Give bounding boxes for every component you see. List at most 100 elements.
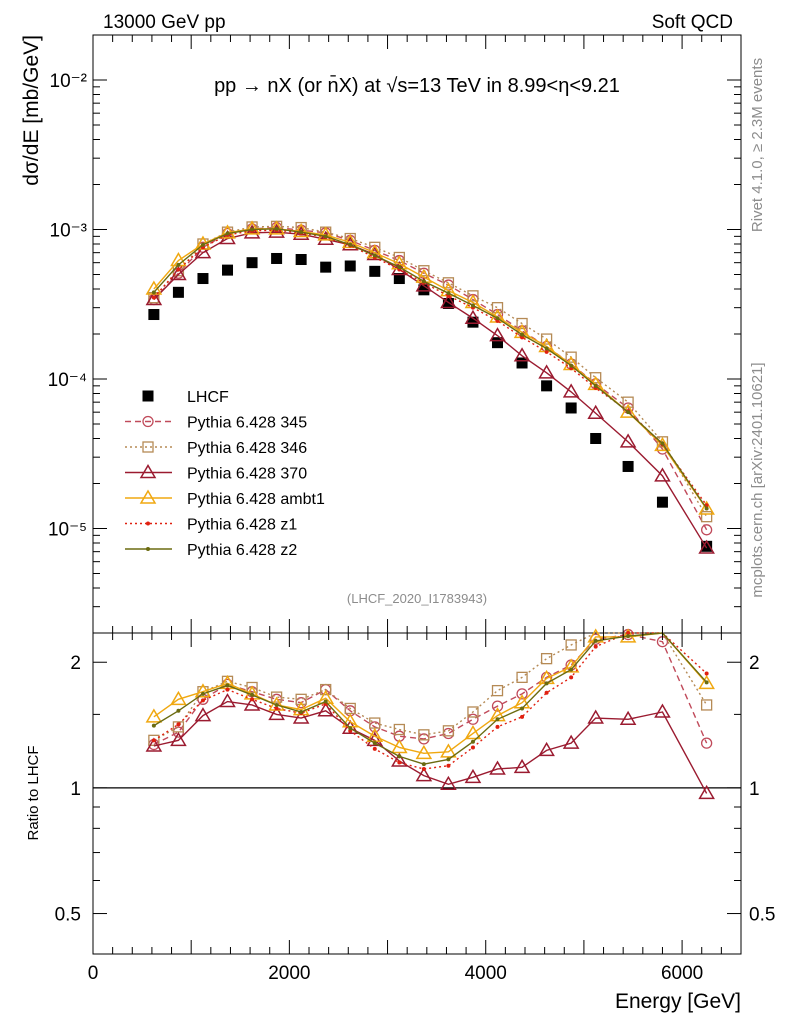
main-ytick-label: 10⁻⁴ [48, 370, 87, 391]
legend-label: Pythia 6.428 ambt1 [187, 491, 325, 508]
legend-item: Pythia 6.428 z2 [125, 542, 297, 559]
ratio-point [700, 699, 713, 711]
ratio-point [593, 644, 598, 649]
data-point [320, 261, 332, 273]
ratio-point [397, 760, 402, 765]
legend-marker [146, 521, 150, 526]
data-point [393, 273, 405, 285]
ratio-point [538, 741, 555, 757]
ratio-point [317, 702, 334, 717]
ratio-point [467, 706, 479, 718]
ratio-point [176, 708, 181, 713]
ratio-point [372, 741, 377, 746]
ratio-point [274, 702, 279, 707]
data-point [491, 302, 504, 314]
legend-item: Pythia 6.428 370 [125, 464, 307, 483]
data-point [492, 337, 504, 349]
main-series-group [145, 220, 715, 554]
ratio-point [470, 745, 475, 750]
ratio-point [464, 724, 482, 740]
ratio-point [700, 737, 713, 749]
ratio-point [593, 638, 598, 643]
ratio-line [153, 632, 708, 770]
ratio-point [151, 723, 156, 728]
data-point [243, 224, 261, 239]
data-point [593, 383, 598, 388]
data-point [145, 291, 163, 306]
data-point [698, 539, 715, 554]
legend-label: Pythia 6.428 346 [187, 440, 307, 457]
ratio-point [292, 709, 310, 724]
ratio-line [153, 632, 708, 765]
legend: LHCF Pythia 6.428 345 Pythia 6.428 346 Pyth… [125, 389, 325, 559]
chart-title: pp → nX (or n̄X) at √s=13 TeV in 8.99<η<… [214, 74, 620, 97]
ratio-point [619, 710, 637, 726]
legend-marker [142, 441, 154, 453]
data-point [222, 264, 234, 276]
series-pythia-6-428-345 [148, 221, 713, 536]
ratio-point [565, 639, 577, 651]
ratio-point [270, 691, 283, 703]
data-point [495, 316, 500, 321]
ratio-point [151, 738, 156, 743]
ratio-point [176, 722, 181, 727]
ratio-series-pythia-6-428-370 [145, 693, 715, 800]
legend-item: Pythia 6.428 346 [125, 440, 307, 457]
ratio-point [470, 739, 475, 744]
data-point [151, 290, 156, 295]
ratio-point [587, 709, 604, 724]
ratio-line [153, 632, 708, 741]
ratio-point [299, 709, 304, 714]
ratio-series-pythia-6-428-ambt1 [145, 628, 715, 760]
ratio-point [446, 757, 451, 762]
ratio-point [391, 738, 408, 754]
ratio-line [153, 700, 708, 794]
ratio-y-axis-label: Ratio to LHCF [25, 745, 42, 840]
data-point [619, 403, 637, 418]
ratio-point [421, 766, 426, 771]
ratio-ytick-label-right: 1 [749, 779, 760, 800]
ratio-line [153, 632, 708, 755]
data-point [700, 511, 713, 523]
ratio-series-pythia-6-428-346 [148, 632, 713, 746]
data-point [544, 346, 549, 351]
ratio-point [495, 717, 500, 722]
ratio-point [446, 763, 451, 768]
ratio-point [295, 693, 307, 705]
ratio-point [415, 767, 433, 782]
legend-marker [142, 415, 154, 428]
ratio-point [442, 725, 455, 737]
ratio-series-pythia-6-428-z1 [151, 631, 709, 771]
data-point [565, 402, 577, 414]
ratio-point [323, 699, 328, 704]
data-point [619, 433, 637, 448]
main-ytick-label: 10⁻² [50, 71, 88, 92]
ratio-point [145, 737, 163, 752]
data-point [172, 286, 184, 298]
data-point [397, 265, 402, 270]
ratio-point [704, 680, 709, 685]
data-point [197, 273, 209, 285]
x-axis-label: Energy [GeV] [615, 990, 741, 1013]
ratio-point [170, 731, 187, 747]
main-ytick-label: 10⁻⁵ [48, 520, 87, 541]
data-point [442, 297, 454, 309]
data-point [562, 383, 580, 398]
source-label: mcplots.cern.ch [arXiv:2401.10621] [749, 362, 766, 597]
ratio-point [520, 714, 525, 719]
data-point [194, 244, 212, 259]
main-axis-ticks: 10⁻⁵ 10⁻⁴ 10⁻³ 10⁻² [48, 34, 741, 634]
ratio-point [268, 705, 285, 721]
data-point [151, 295, 156, 300]
ratio-series-group [145, 628, 715, 800]
data-point [701, 540, 713, 552]
legend-marker [142, 390, 154, 402]
legend-marker [139, 489, 157, 504]
data-point [440, 293, 457, 309]
ratio-point [489, 760, 506, 775]
data-point [442, 277, 455, 289]
data-point [292, 222, 310, 238]
ratio-point [698, 784, 715, 800]
ratio-ytick-label: 0.5 [55, 905, 81, 926]
main-ytick-label: 10⁻³ [50, 221, 88, 242]
